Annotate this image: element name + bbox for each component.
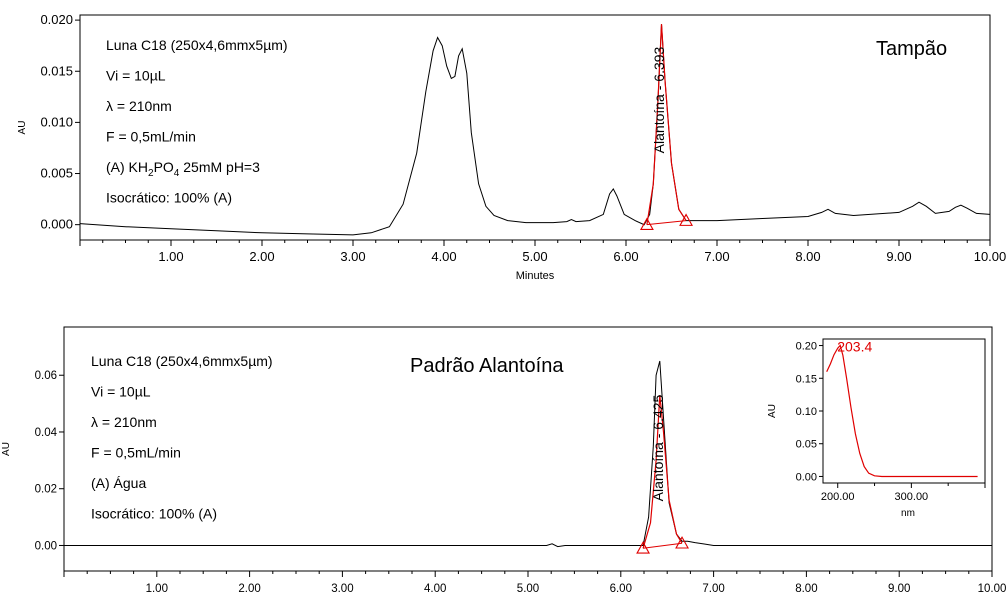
method-condition-line: Vi = 10µL xyxy=(91,384,151,400)
inset-frame xyxy=(822,338,986,484)
method-condition-line: F = 0,5mL/min xyxy=(106,129,196,145)
y-tick-label: 0.020 xyxy=(40,12,73,27)
uv-spectrum-inset-panel: 0.00 0.05 0.10 0.15 0.20 200.00 300.00 nm AU 203.… xyxy=(767,338,986,519)
integration-marker xyxy=(639,217,654,231)
x-tick-label: 8.00 xyxy=(795,249,820,264)
integration-marker xyxy=(679,213,693,226)
inset-x-tick-label: 300.00 xyxy=(895,491,929,503)
x-tick-label: 1.00 xyxy=(158,249,183,264)
method-condition-fragment: 2 xyxy=(148,168,154,179)
x-tick-label: 4.00 xyxy=(431,249,456,264)
inset-y-tick-label: 0.10 xyxy=(796,406,817,418)
x-tick-label: 2.00 xyxy=(238,583,260,592)
method-condition-line: (A) KH2PO4 25mM pH=3 xyxy=(106,159,260,179)
method-condition-line: F = 0,5mL/min xyxy=(91,445,181,461)
uv-spectrum-trace xyxy=(826,344,978,478)
x-tick-label: 2.00 xyxy=(249,249,274,264)
y-tick-label: 0.000 xyxy=(40,217,73,232)
integrated-peak-trace xyxy=(646,24,687,225)
method-condition-fragment: PO xyxy=(154,159,174,175)
integration-marker xyxy=(675,536,689,549)
x-tick-label: 3.00 xyxy=(340,249,365,264)
x-tick-label: 6.00 xyxy=(610,583,632,592)
x-tick-label: 4.00 xyxy=(424,583,446,592)
inset-y-tick-label: 0.15 xyxy=(796,373,817,385)
inset-y-tick-label: 0.05 xyxy=(796,439,817,451)
x-tick-label: 7.00 xyxy=(704,249,729,264)
method-condition-line: Isocrático: 100% (A) xyxy=(91,506,217,522)
x-tick-label: 9.00 xyxy=(888,583,910,592)
method-condition-fragment: 25mM pH=3 xyxy=(179,159,260,175)
method-condition-line: λ = 210nm xyxy=(106,98,172,114)
y-tick-label: 0.00 xyxy=(35,540,57,552)
method-condition-line: Isocrático: 100% (A) xyxy=(106,190,232,206)
x-tick-label: 3.00 xyxy=(331,583,353,592)
integrated-peak-trace xyxy=(642,395,683,549)
method-condition-line: Luna C18 (250x4,6mmx5µm) xyxy=(91,353,273,369)
y-tick-label: 0.005 xyxy=(40,166,73,181)
y-axis-label: AU xyxy=(17,121,28,135)
method-condition-line: Vi = 10µL xyxy=(106,68,166,84)
y-tick-label: 0.06 xyxy=(35,370,57,382)
chart-title: Padrão Alantoína xyxy=(410,355,564,377)
inset-y-axis-label: AU xyxy=(767,404,778,418)
peak-baseline xyxy=(646,220,687,226)
x-tick-label: 7.00 xyxy=(702,583,724,592)
method-condition-line: (A) Água xyxy=(91,475,146,491)
chart-title: Tampão xyxy=(876,38,947,60)
x-tick-label: 6.00 xyxy=(613,249,638,264)
x-tick-label: 5.00 xyxy=(522,249,547,264)
x-tick-label: 10.00 xyxy=(978,583,1007,592)
inset-x-axis-label: nm xyxy=(901,508,915,519)
spectrum-max-label: 203.4 xyxy=(837,339,872,355)
y-tick-label: 0.04 xyxy=(35,427,58,439)
chromatogram-trace xyxy=(79,24,991,236)
x-tick-label: 9.00 xyxy=(886,249,911,264)
inset-x-tick-label: 200.00 xyxy=(821,491,855,503)
x-tick-label: 10.00 xyxy=(974,249,1007,264)
tampao-chromatogram-panel: 0.000 0.005 0.010 0.015 0.020 1.00 2.00 3.00 4.0… xyxy=(17,12,1006,282)
method-condition-line: λ = 210nm xyxy=(91,414,157,430)
chromatogram-trace xyxy=(64,360,992,548)
peak-label: Alantoína - 6.393 xyxy=(651,46,667,153)
peak-baseline xyxy=(643,542,683,549)
inset-y-tick-label: 0.20 xyxy=(796,341,817,353)
peak-label: Alantoína - 6.425 xyxy=(650,394,666,501)
x-tick-label: 1.00 xyxy=(146,583,168,592)
method-condition-fragment: (A) KH xyxy=(106,159,148,175)
method-condition-line: Luna C18 (250x4,6mmx5µm) xyxy=(106,37,288,53)
padrao-alantoina-chromatogram-panel: 0.00 0.02 0.04 0.06 1.00 2.00 3.00 4.00 5.00 6.00… xyxy=(1,326,1007,592)
x-axis-label: Minutes xyxy=(516,270,555,282)
y-axis-label: AU xyxy=(1,442,12,456)
method-condition-fragment: 4 xyxy=(174,168,180,179)
y-tick-label: 0.010 xyxy=(40,114,73,129)
inset-y-tick-label: 0.00 xyxy=(796,471,817,483)
integration-marker xyxy=(636,541,651,554)
y-tick-label: 0.015 xyxy=(40,63,73,78)
x-tick-label: 5.00 xyxy=(517,583,539,592)
y-tick-label: 0.02 xyxy=(35,484,57,496)
x-tick-label: 8.00 xyxy=(795,583,817,592)
